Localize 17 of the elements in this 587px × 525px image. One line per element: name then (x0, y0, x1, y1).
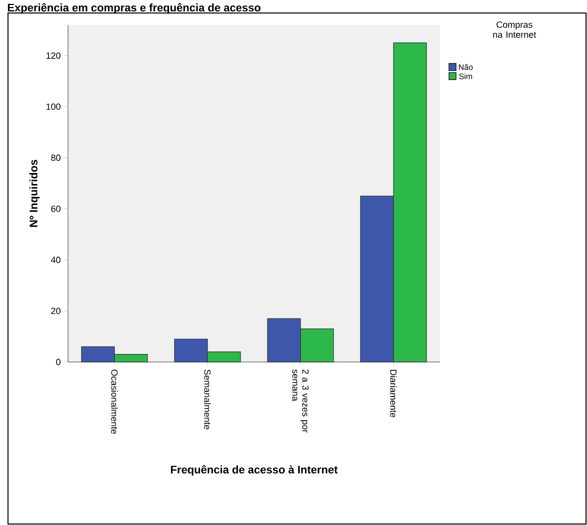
x-tick-label: Ocasionalmente (111, 370, 118, 434)
y-tick-label: 60 (51, 206, 60, 212)
y-tick-label: 40 (51, 256, 60, 264)
y-axis-title: Nº Inquiridos (29, 160, 40, 227)
y-tick-label: 0 (56, 358, 60, 366)
x-axis-title: Frequência de acesso à Internet (170, 465, 338, 476)
legend-label: Não (458, 64, 473, 70)
y-tick-label: 80 (51, 154, 60, 161)
chart-title: Experiência em compras e frequência de acesso (8, 3, 260, 14)
y-tick-label: 100 (46, 104, 60, 110)
legend-label: Sim (459, 73, 472, 80)
x-tick-label: Diariamente (390, 370, 397, 418)
x-tick-label: Semanalmente (204, 370, 211, 430)
legend-title: Compras na Internet (493, 21, 536, 38)
y-tick-label: 20 (51, 308, 60, 314)
y-tick-label: 120 (46, 52, 60, 59)
x-tick-label: 2 a 3 vezes por semana (292, 369, 309, 433)
